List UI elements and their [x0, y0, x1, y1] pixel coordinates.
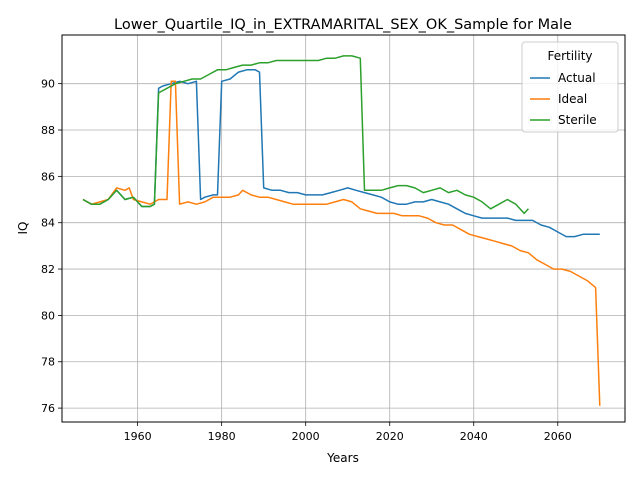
series-line-ideal — [82, 80, 601, 406]
legend-label-actual: Actual — [558, 71, 596, 85]
x-axis-label: Years — [326, 451, 359, 465]
y-tick-label: 82 — [41, 263, 55, 276]
y-tick-label: 88 — [41, 124, 55, 137]
x-tick-label: 1980 — [208, 430, 236, 443]
x-tick-label: 2020 — [376, 430, 404, 443]
legend-label-sterile: Sterile — [558, 113, 597, 127]
y-tick-label: 80 — [41, 309, 55, 322]
y-axis-ticks: 76 78 80 82 84 86 88 90 — [41, 78, 62, 415]
x-axis-ticks: 1960 1980 2000 2020 2040 2060 — [124, 422, 572, 443]
x-tick-label: 2060 — [544, 430, 572, 443]
plot-frame — [61, 34, 626, 423]
series-lines — [82, 55, 601, 406]
y-tick-label: 78 — [41, 356, 55, 369]
series-line-sterile — [82, 55, 529, 215]
legend: Fertility Actual Ideal Sterile — [521, 41, 619, 133]
y-tick-label: 76 — [41, 402, 55, 415]
y-tick-label: 84 — [41, 217, 55, 230]
series-line-actual — [82, 69, 600, 238]
x-tick-label: 2000 — [292, 430, 320, 443]
y-axis-label: IQ — [16, 222, 30, 235]
y-tick-label: 90 — [41, 78, 55, 91]
legend-title: Fertility — [547, 49, 592, 63]
x-tick-label: 1960 — [124, 430, 152, 443]
x-tick-label: 2040 — [460, 430, 488, 443]
grid-lines — [62, 35, 625, 422]
legend-box — [521, 41, 619, 133]
legend-label-ideal: Ideal — [558, 92, 587, 106]
chart-title: Lower_Quartile_IQ_in_EXTRAMARITAL_SEX_OK… — [114, 17, 572, 33]
y-tick-label: 86 — [41, 170, 55, 183]
